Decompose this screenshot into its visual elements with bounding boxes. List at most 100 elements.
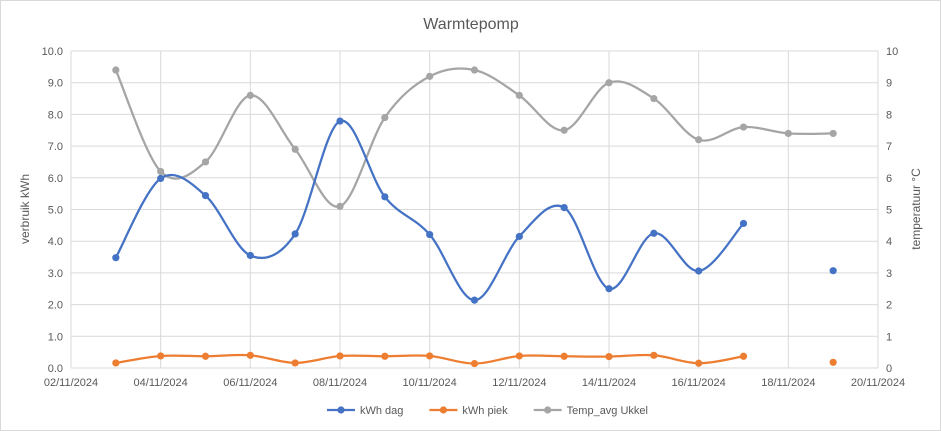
legend-dot-marker (337, 406, 345, 414)
data-point-kwh-piek (336, 352, 344, 360)
data-point-kwh-dag (739, 219, 748, 228)
data-point-kwh-piek (426, 352, 434, 360)
data-point-temp-avg-ukkel (336, 202, 344, 210)
data-point-kwh-dag (515, 232, 523, 241)
data-point-temp-avg-ukkel (291, 145, 299, 153)
data-point-temp-avg-ukkel (784, 129, 792, 138)
data-point-kwh-dag (560, 203, 568, 212)
data-point-kwh-dag (829, 267, 837, 275)
data-point-temp-avg-ukkel (381, 113, 389, 122)
legend: kWh dag kWh piek Temp_avg Ukkel (327, 405, 648, 417)
y-tick-label: 5.0 (48, 205, 63, 217)
data-point-kwh-piek (515, 352, 523, 360)
y-tick-label: 7.0 (48, 141, 63, 153)
series-line-temp-avg-ukkel (114, 67, 834, 208)
data-point-temp-avg-ukkel (112, 66, 120, 74)
data-point-temp-avg-ukkel (695, 136, 703, 144)
data-point-kwh-piek (201, 352, 210, 360)
data-point-kwh-dag (246, 251, 254, 260)
data-point-kwh-piek (157, 352, 165, 360)
data-point-temp-avg-ukkel (515, 91, 523, 99)
y2-tick-label: 6 (886, 173, 892, 185)
data-point-temp-avg-ukkel (650, 94, 658, 103)
data-point-temp-avg-ukkel (157, 167, 165, 176)
x-tick-label: 14/11/2024 (582, 377, 636, 389)
data-point-kwh-piek (695, 359, 703, 367)
x-tick-label: 16/11/2024 (672, 377, 726, 389)
data-point-kwh-piek (650, 351, 658, 359)
y-tick-label: 10.0 (42, 46, 63, 58)
y-tick-label: 3.0 (48, 268, 63, 280)
data-point-temp-avg-ukkel (829, 129, 837, 138)
x-tick-label: 08/11/2024 (313, 377, 367, 389)
data-point-temp-avg-ukkel (560, 126, 568, 134)
data-point-kwh-piek (739, 352, 748, 360)
legend-dot-marker (439, 406, 448, 414)
data-point-temp-avg-ukkel (246, 91, 254, 99)
data-point-kwh-dag (336, 117, 344, 125)
y-tick-label: 0.0 (48, 363, 63, 375)
data-point-kwh-dag (112, 254, 120, 262)
y2-tick-label: 4 (886, 236, 892, 248)
data-point-temp-avg-ukkel (605, 79, 613, 87)
x-tick-label: 10/11/2024 (403, 377, 457, 389)
data-point-kwh-dag (470, 296, 479, 304)
data-point-temp-avg-ukkel (201, 158, 210, 166)
data-point-kwh-dag (650, 229, 658, 237)
series-kwh-dag (112, 117, 837, 304)
data-point-kwh-piek (381, 352, 389, 360)
y-tick-label: 8.0 (48, 109, 63, 121)
data-point-kwh-dag (605, 285, 613, 293)
legend-label: Temp_avg Ukkel (567, 405, 648, 417)
y-tick-label: 4.0 (48, 236, 63, 248)
data-point-kwh-dag (157, 174, 165, 183)
x-tick-label: 12/11/2024 (492, 377, 546, 389)
y2-tick-label: 7 (886, 141, 892, 153)
x-tick-label: 04/11/2024 (134, 377, 188, 389)
legend-label: kWh dag (360, 405, 403, 417)
x-tick-label: 06/11/2024 (223, 377, 277, 389)
series-temp-avg-ukkel (112, 66, 837, 210)
legend-item-kwh-piek: kWh piek (429, 405, 508, 417)
x-tick-label: 18/11/2024 (761, 377, 815, 389)
y-tick-label: 9.0 (48, 78, 63, 90)
data-point-kwh-dag (426, 230, 434, 239)
data-point-kwh-piek (560, 352, 568, 360)
data-point-kwh-dag (201, 191, 210, 200)
y-tick-label: 2.0 (48, 300, 63, 312)
legend-item-temp-avg-ukkel: Temp_avg Ukkel (533, 405, 648, 417)
data-point-kwh-dag (291, 230, 299, 238)
data-point-kwh-piek (291, 359, 299, 367)
data-point-temp-avg-ukkel (739, 123, 748, 131)
data-point-kwh-dag (695, 267, 703, 275)
chart-title: Warmtepomp (423, 16, 519, 33)
y2-tick-label: 10 (886, 46, 898, 58)
legend-label: kWh piek (462, 405, 508, 417)
axes: 0.0 1.0 2.0 3.0 4.0 5.0 6.0 7.0 8.0 9.0 10.0 0 1 2 3 4 5… (42, 46, 906, 389)
data-point-temp-avg-ukkel (426, 72, 434, 80)
y2-tick-label: 1 (886, 331, 892, 343)
x-tick-label: 20/11/2024 (851, 377, 905, 389)
y2-tick-label: 0 (886, 363, 892, 375)
x-tick-label: 02/11/2024 (44, 377, 98, 389)
legend-item-kwh-dag: kWh dag (327, 405, 403, 417)
data-point-kwh-piek (246, 351, 254, 359)
data-point-kwh-piek (605, 352, 613, 361)
y2-tick-label: 5 (886, 205, 892, 217)
data-point-kwh-piek (112, 359, 120, 367)
data-point-kwh-piek (829, 358, 837, 366)
y2-tick-label: 2 (886, 300, 892, 312)
y-tick-label: 1.0 (48, 331, 63, 343)
y2-tick-label: 3 (886, 268, 892, 280)
y2-axis-title: temperatuur °C (909, 168, 923, 250)
y-tick-label: 6.0 (48, 173, 63, 185)
series-layer (112, 66, 837, 368)
y2-tick-label: 9 (886, 78, 892, 90)
legend-dot-marker (544, 406, 552, 414)
gridlines (70, 50, 879, 368)
y2-tick-label: 8 (886, 109, 892, 121)
y-axis-title: verbruik kWh (18, 174, 32, 244)
series-kwh-piek (112, 351, 837, 368)
